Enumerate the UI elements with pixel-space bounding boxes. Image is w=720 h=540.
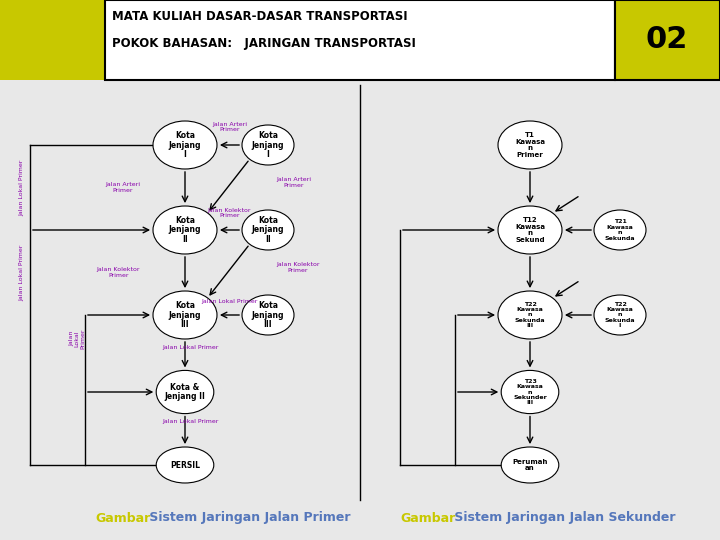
- Text: Kota
Jenjang
III: Kota Jenjang III: [252, 301, 284, 329]
- Text: Jalan Arteri
Primer: Jalan Arteri Primer: [212, 122, 247, 132]
- Ellipse shape: [153, 121, 217, 169]
- Text: Sistem Jaringan Jalan Primer: Sistem Jaringan Jalan Primer: [145, 511, 351, 524]
- Text: T22
Kawasa
n
Sekunda
I: T22 Kawasa n Sekunda I: [605, 302, 635, 328]
- Text: Jalan Lokal Primer: Jalan Lokal Primer: [202, 299, 258, 304]
- Text: Kota
Jenjang
II: Kota Jenjang II: [252, 216, 284, 244]
- Text: Jalan Kolektor
Primer: Jalan Kolektor Primer: [276, 262, 320, 273]
- Text: Kota &
Jenjang II: Kota & Jenjang II: [165, 383, 205, 401]
- Ellipse shape: [498, 206, 562, 254]
- Text: Kota
Jenjang
II: Kota Jenjang II: [168, 216, 202, 244]
- Text: MATA KULIAH DASAR-DASAR TRANSPORTASI: MATA KULIAH DASAR-DASAR TRANSPORTASI: [112, 10, 408, 23]
- Text: Jalan Lokal Primer: Jalan Lokal Primer: [162, 345, 218, 349]
- Text: Jalan Lokal Primer: Jalan Lokal Primer: [19, 244, 24, 301]
- Text: T1
Kawasa
n
Primer: T1 Kawasa n Primer: [515, 132, 545, 158]
- Bar: [615, 0, 720, 80]
- Text: Jalan Arteri
Primer: Jalan Arteri Primer: [276, 177, 311, 188]
- Ellipse shape: [594, 295, 646, 335]
- Ellipse shape: [242, 210, 294, 250]
- Text: T22
Kawasa
n
Sekunda
III: T22 Kawasa n Sekunda III: [515, 302, 545, 328]
- Bar: [105, 0, 615, 80]
- Text: Kota
Jenjang
I: Kota Jenjang I: [252, 131, 284, 159]
- Ellipse shape: [242, 295, 294, 335]
- Text: Sistem Jaringan Jalan Sekunder: Sistem Jaringan Jalan Sekunder: [450, 511, 675, 524]
- Text: Jalan
Lokal
Primer: Jalan Lokal Primer: [69, 328, 85, 349]
- Text: Jalan Lokal Primer: Jalan Lokal Primer: [162, 420, 218, 424]
- Ellipse shape: [501, 370, 559, 414]
- Text: Jalan Lokal Primer: Jalan Lokal Primer: [19, 159, 24, 215]
- Bar: [0, 0, 105, 80]
- Ellipse shape: [498, 121, 562, 169]
- Text: 02: 02: [646, 25, 688, 55]
- Text: Gambar: Gambar: [95, 511, 150, 524]
- Ellipse shape: [594, 210, 646, 250]
- Text: PERSIL: PERSIL: [170, 461, 200, 469]
- Text: T23
Kawasa
n
Sekunder
III: T23 Kawasa n Sekunder III: [513, 379, 547, 406]
- Text: Kota
Jenjang
I: Kota Jenjang I: [168, 131, 202, 159]
- Ellipse shape: [501, 447, 559, 483]
- Text: Kota
Jenjang
III: Kota Jenjang III: [168, 301, 202, 329]
- Text: POKOK BAHASAN:   JARINGAN TRANSPORTASI: POKOK BAHASAN: JARINGAN TRANSPORTASI: [112, 37, 416, 50]
- Ellipse shape: [242, 125, 294, 165]
- Ellipse shape: [498, 291, 562, 339]
- Text: Jalan Arteri
Primer: Jalan Arteri Primer: [105, 183, 140, 193]
- Text: Jalan Kolektor
Primer: Jalan Kolektor Primer: [208, 207, 251, 218]
- Ellipse shape: [156, 447, 214, 483]
- Ellipse shape: [156, 370, 214, 414]
- Ellipse shape: [153, 291, 217, 339]
- Ellipse shape: [153, 206, 217, 254]
- Text: T12
Kawasa
n
Sekund: T12 Kawasa n Sekund: [515, 217, 545, 243]
- Text: Perumah
an: Perumah an: [513, 459, 548, 471]
- Text: T21
Kawasa
n
Sekunda: T21 Kawasa n Sekunda: [605, 219, 635, 241]
- Text: Jalan Kolektor
Primer: Jalan Kolektor Primer: [96, 267, 140, 278]
- Text: Gambar: Gambar: [400, 511, 455, 524]
